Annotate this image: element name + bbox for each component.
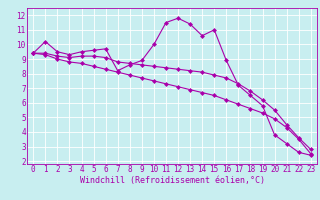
X-axis label: Windchill (Refroidissement éolien,°C): Windchill (Refroidissement éolien,°C) bbox=[79, 176, 265, 185]
